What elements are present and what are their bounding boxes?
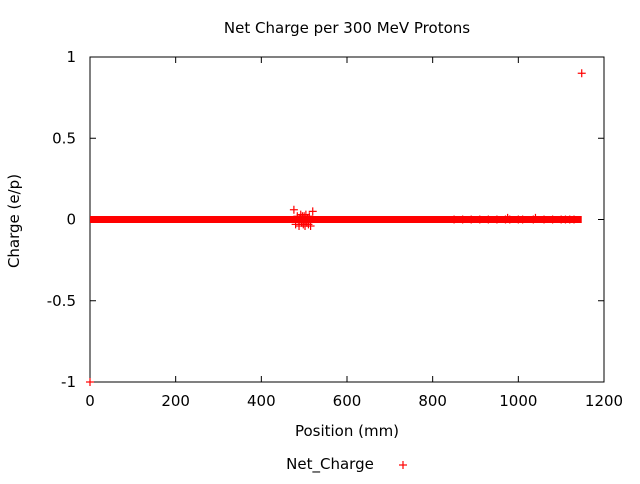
x-tick-label: 0: [85, 392, 95, 410]
data-point: [450, 215, 459, 224]
x-axis-label: Position (mm): [295, 422, 399, 440]
x-tick-label: 1200: [585, 392, 623, 410]
data-point: [475, 215, 484, 224]
data-point: [305, 212, 314, 221]
data-point: [291, 220, 300, 229]
data-point: [303, 213, 312, 222]
data-point: [289, 205, 298, 214]
data-point: [306, 222, 315, 230]
y-axis-label: Charge (e/p): [5, 174, 23, 268]
x-tick-label: 400: [247, 392, 276, 410]
x-ticks-group: 0 200 400 600 800 1000 1200: [85, 57, 623, 410]
data-point: [577, 69, 586, 78]
x-tick-label: 1000: [499, 392, 537, 410]
data-point: [505, 215, 514, 224]
data-point: [540, 215, 549, 224]
x-tick-label: 200: [161, 392, 190, 410]
legend-marker: [399, 461, 407, 469]
y-tick-label: -0.5: [47, 292, 76, 310]
chart-title: Net Charge per 300 MeV Protons: [224, 19, 470, 37]
legend: Net_Charge: [286, 455, 407, 474]
data-point: [458, 215, 467, 224]
data-point: [492, 215, 501, 224]
data-point: [86, 378, 94, 386]
x-tick-label: 600: [333, 392, 362, 410]
x-tick-label: 800: [418, 392, 447, 410]
data-point: [570, 215, 579, 224]
data-point: [518, 215, 527, 224]
data-point: [308, 207, 317, 216]
legend-label: Net_Charge: [286, 455, 374, 474]
data-point: [467, 215, 476, 224]
y-tick-label: -1: [61, 373, 76, 391]
points-group: [86, 69, 586, 386]
data-point: [548, 215, 557, 224]
y-tick-label: 0.5: [52, 129, 76, 147]
data-point: [531, 213, 540, 222]
data-point: [484, 215, 493, 224]
y-tick-label: 1: [66, 48, 76, 66]
y-tick-label: 0: [66, 211, 76, 229]
